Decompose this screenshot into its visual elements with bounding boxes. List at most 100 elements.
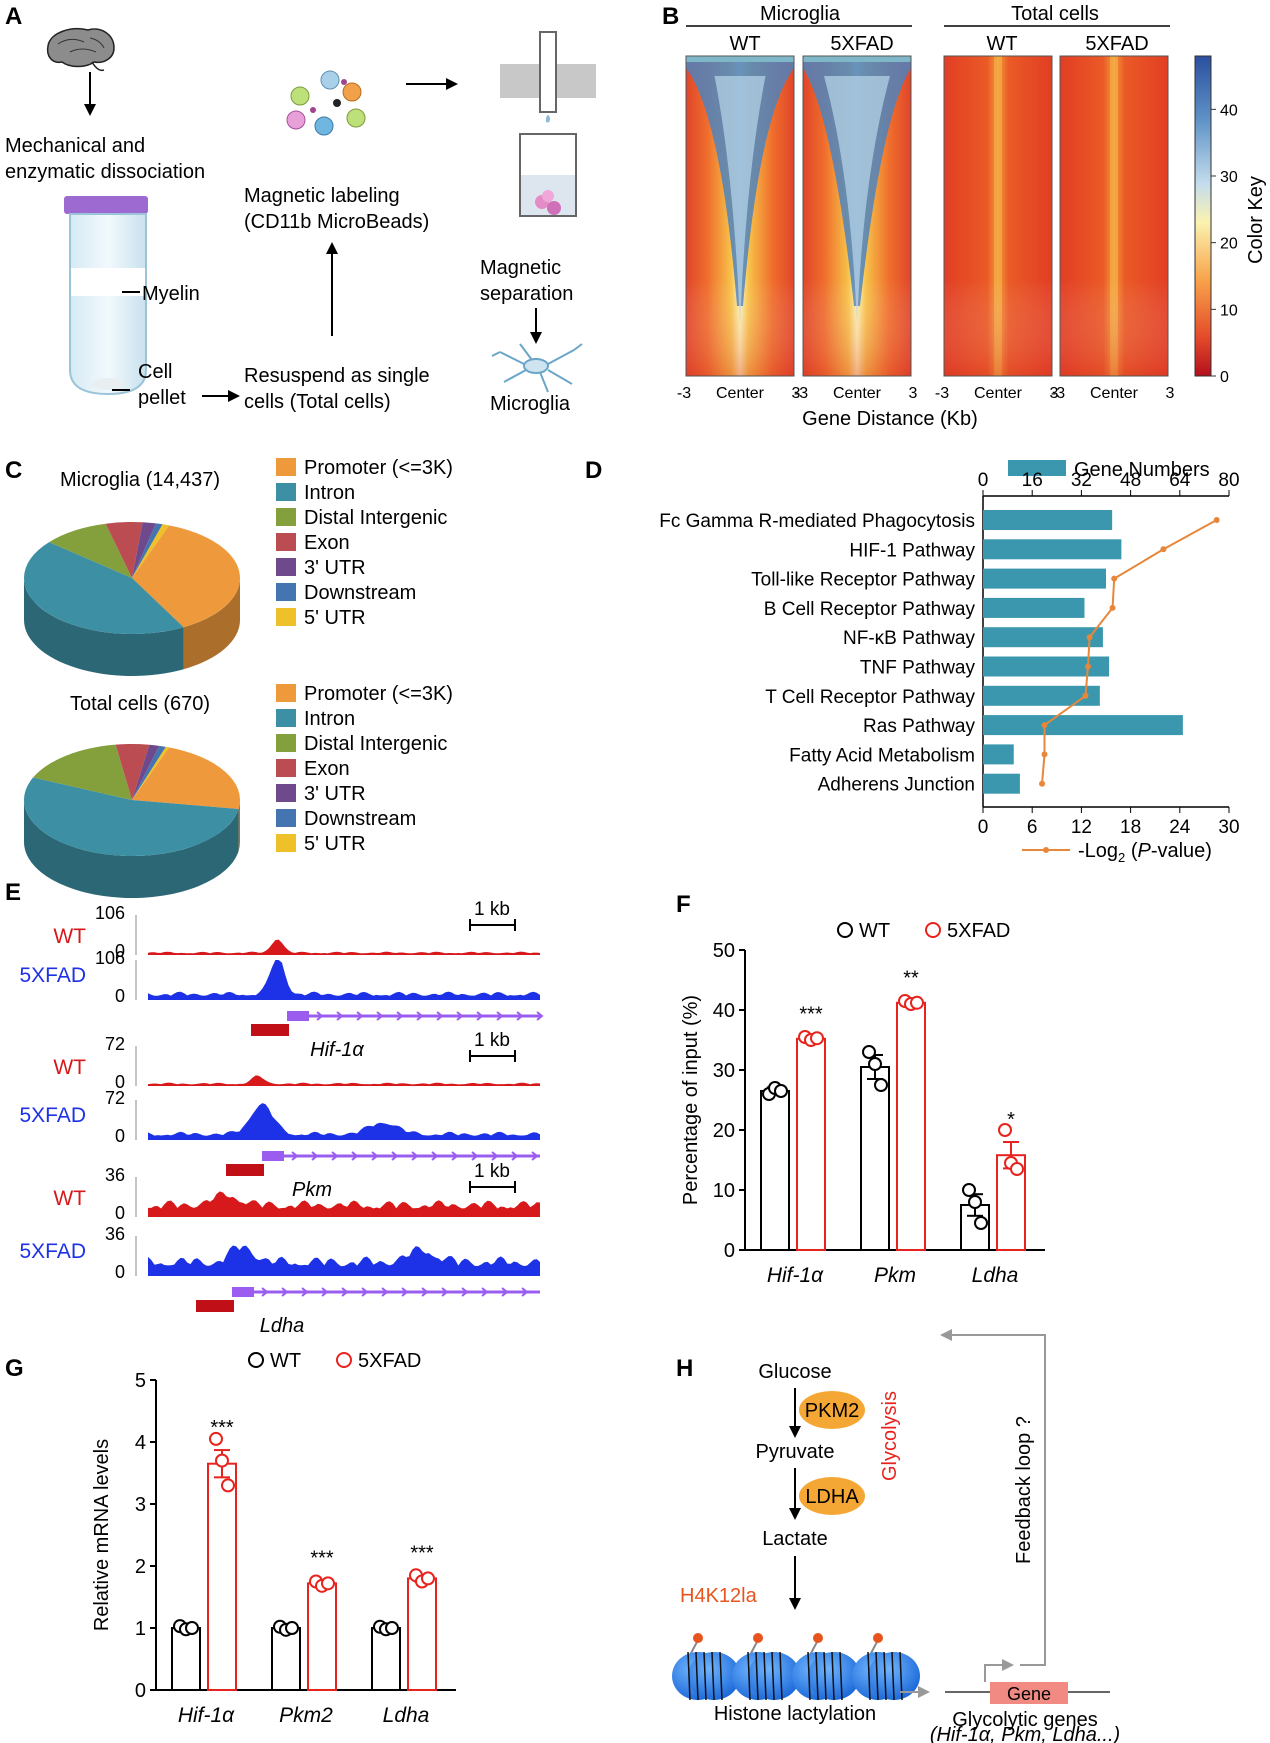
dna-wrap: [779, 1651, 783, 1701]
heatmap-shade: [1060, 56, 1168, 376]
dna-wrap: [839, 1651, 843, 1701]
panel-d: D Gene Numbers 0 16 32 48 64 80 0 6 12 18 24 30 Fc G…: [585, 457, 1240, 865]
bar-wt: [860, 1066, 890, 1251]
gene-model-arrow: [461, 1287, 469, 1297]
pie-slice: [132, 747, 241, 810]
nucleosome-icon: [672, 1633, 740, 1701]
panel-h-letter: H: [676, 1355, 693, 1382]
heatmap-group-total: Total cells: [1011, 3, 1099, 25]
bar-5xfad: [896, 1001, 926, 1251]
myelin-label: Myelin: [142, 283, 200, 305]
panel-c-letter: C: [5, 457, 22, 484]
heatmap-colorbar: [1194, 55, 1212, 377]
heatmap-shade: [803, 56, 911, 376]
legend-label: 5' UTR: [304, 607, 366, 629]
tick-label-top: 80: [1218, 470, 1239, 491]
legend-swatch: [276, 759, 296, 777]
gene-model-arrow: [301, 1287, 309, 1297]
pvalue-point: [1109, 604, 1116, 611]
heatmap-xlabel: Gene Distance (Kb): [802, 408, 978, 430]
pie-slice: [105, 522, 143, 578]
lactyl-mark: [693, 1633, 703, 1643]
dna-wrap: [755, 1651, 759, 1701]
gene-model-arrow: [436, 1011, 444, 1021]
gene-model-arrow: [321, 1287, 329, 1297]
significance-mark: ***: [210, 1417, 234, 1439]
track-zero: 0: [115, 1072, 125, 1092]
pie-microglia: [24, 522, 240, 677]
histone-core: [748, 1652, 800, 1700]
bar-gene-numbers: [983, 568, 1106, 589]
bar-wt: [171, 1627, 201, 1691]
y-axis-label: Relative mRNA levels: [91, 1439, 113, 1631]
panel-e-letter: E: [5, 879, 21, 906]
gene-model-arrow: [516, 1011, 524, 1021]
legend-gene-numbers: Gene Numbers: [1074, 459, 1210, 481]
colorbar-tick-label: 10: [1220, 302, 1238, 319]
magnetic-column-icon: [500, 31, 596, 217]
significance-mark: ***: [799, 1003, 823, 1025]
gene-model-exon: [232, 1287, 254, 1297]
bar-5xfad: [207, 1462, 237, 1691]
y-tick-label: 1: [135, 1618, 146, 1640]
gene-name: Pkm: [292, 1179, 332, 1201]
y-tick-label: 50: [713, 940, 735, 962]
y-tick-label: 20: [713, 1120, 735, 1142]
pvalue-line: [1041, 519, 1218, 784]
gene-model-arrow: [481, 1287, 489, 1297]
colorbar-ticks: 40 30 20 10 0: [1211, 102, 1238, 386]
gene-model-arrow: [476, 1011, 484, 1021]
dna-wrap: [695, 1651, 699, 1701]
bar-gene-numbers: [983, 627, 1103, 648]
y-tick-label: 4: [135, 1432, 146, 1454]
gene-model-arrow: [491, 1151, 499, 1161]
dna-wrap: [763, 1651, 767, 1701]
colorbar-tick-label: 40: [1220, 102, 1238, 119]
legend-swatch: [276, 834, 296, 852]
legend-label: Downstream: [304, 808, 416, 830]
panel-f: F 0 10 20 30 40 50 Percentage of input (%) WT 5X…: [676, 891, 1045, 1287]
bar-gene-numbers: [983, 656, 1110, 677]
pie-wall: [238, 800, 240, 852]
pie2-title: Total cells (670): [70, 693, 210, 715]
data-point: [185, 1621, 199, 1635]
heatmap-tick-right: 3: [792, 385, 801, 402]
data-point: [810, 1031, 824, 1046]
category-label: Pkm: [874, 1264, 916, 1287]
histone-core: [688, 1652, 740, 1700]
legend-swatch: [276, 583, 296, 601]
track-signal-wt: [148, 1191, 540, 1217]
gene-model-arrow: [416, 1011, 424, 1021]
qpcr-chart: 0 1 2 3 4 5 Relative mRNA levels WT 5XFAD *** Hif-…: [91, 1350, 456, 1727]
step-dissociation-2: enzymatic dissociation: [5, 161, 205, 183]
gene-model-arrow: [376, 1011, 384, 1021]
heatmap-tick-left: -3: [677, 385, 691, 402]
track-zero: 0: [115, 986, 125, 1006]
pie1-legend: Promoter (<=3K) Intron Distal Intergenic Ex…: [276, 457, 453, 629]
glycolytic-genes-label: Glycolytic genes: [952, 1709, 1098, 1731]
gene-label: Gene: [1007, 1684, 1051, 1704]
pie-slice: [132, 523, 163, 578]
significance-mark: ***: [410, 1542, 434, 1564]
nucleosomes: [672, 1633, 920, 1701]
dna-wrap: [719, 1651, 723, 1701]
lactyl-mark: [873, 1633, 883, 1643]
track-max: 72: [105, 1034, 125, 1054]
track-zero: 0: [115, 1262, 125, 1282]
gene-model-arrow: [401, 1287, 409, 1297]
dna-wrap: [875, 1651, 879, 1701]
y-axis-label: Percentage of input (%): [680, 995, 702, 1205]
legend-swatch: [276, 809, 296, 827]
legend-label: Downstream: [304, 582, 416, 604]
bar-gene-numbers: [983, 773, 1020, 794]
heatmap-frame: [943, 55, 1053, 377]
tick-label-bottom: 30: [1218, 817, 1239, 838]
y-tick-label: 10: [713, 1180, 735, 1202]
track-zero: 0: [115, 1126, 125, 1146]
pie-slice: [132, 746, 170, 800]
legend-label: Exon: [304, 532, 350, 554]
legend-swatch: [276, 558, 296, 576]
